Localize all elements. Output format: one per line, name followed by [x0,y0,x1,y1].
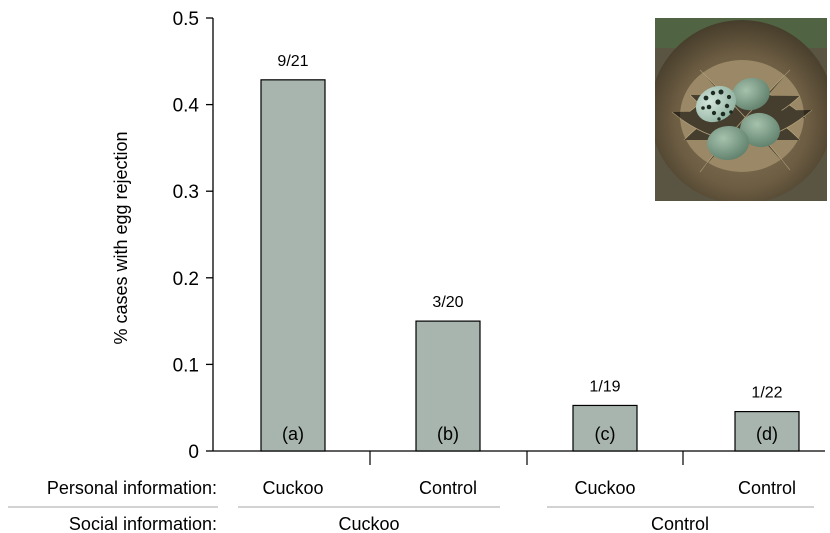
y-tick-label: 0.3 [173,182,199,203]
bar-b [415,320,481,452]
y-tick-label: 0.4 [173,96,200,117]
bar-letter-label: (b) [437,424,459,444]
personal-info-labels: Cuckoo Control Cuckoo Control [262,478,796,498]
fraction-label: 9/21 [277,53,308,70]
letter-labels: (a) (b) (c) (d) [282,424,778,444]
x-dividers [369,451,684,465]
bar-a [260,79,326,452]
y-ticks: 0 0.1 0.2 0.3 0.4 0.5 [173,9,213,463]
y-tick-label: 0.2 [173,269,199,290]
nest-eggs-photo [655,18,827,201]
fraction-label: 1/22 [751,385,782,402]
fraction-labels: 9/21 3/20 1/19 1/22 [277,53,782,402]
bar-letter-label: (c) [595,424,616,444]
social-category-label: Cuckoo [338,514,399,533]
bar-letter-label: (d) [756,424,778,444]
social-info-labels: Cuckoo Control [338,514,709,533]
personal-category-label: Cuckoo [574,478,635,498]
y-tick-label: 0.5 [173,9,199,30]
y-tick-label: 0 [188,442,199,463]
bar-c [572,404,638,452]
personal-category-label: Control [419,478,477,498]
fraction-label: 1/19 [589,378,620,395]
personal-info-row-label: Personal information: [47,478,217,498]
y-axis-label: % cases with egg rejection [111,131,131,344]
y-tick-label: 0.1 [173,355,199,376]
bar-letter-label: (a) [282,424,304,444]
fraction-label: 3/20 [432,294,463,311]
bars [260,79,800,452]
social-info-row-label: Social information: [69,514,217,533]
personal-category-label: Control [738,478,796,498]
social-category-label: Control [651,514,709,533]
bar-d [734,410,800,452]
personal-category-label: Cuckoo [262,478,323,498]
